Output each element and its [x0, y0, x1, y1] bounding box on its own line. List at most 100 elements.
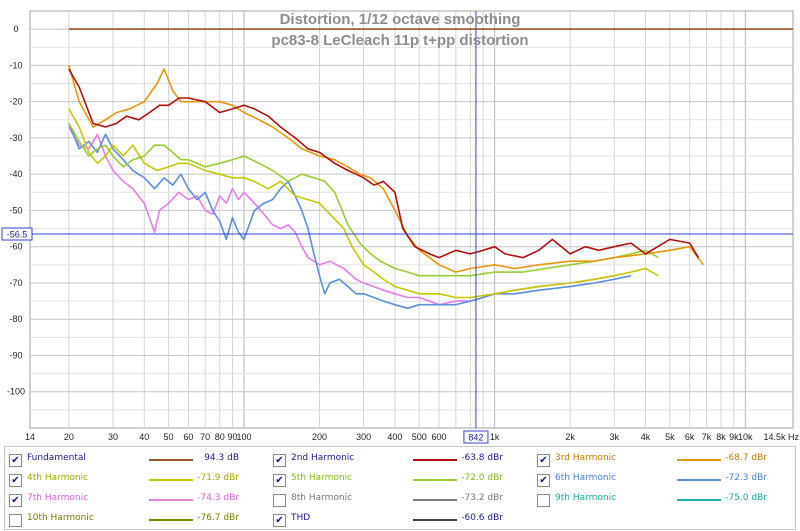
legend-item-thd: ✔ THD -60.6 dBr: [273, 511, 527, 531]
x-tick-label: 90: [228, 432, 238, 442]
legend-color-swatch: [149, 479, 193, 481]
chart-area: 14 20 30 40 50 60 70 80 90 100 200 300 400 500 600 1k 2k…: [1, 10, 800, 444]
legend-item-10th-harmonic: 10th Harmonic -76.7 dBr: [9, 511, 263, 531]
y-tick-label: -50: [9, 205, 22, 215]
legend-item-fundamental: ✔ Fundamental 94.3 dB: [9, 451, 263, 471]
x-tick-label: 3k: [609, 432, 619, 442]
x-tick-label: 7k: [702, 432, 712, 442]
legend-series-name: 6th Harmonic: [555, 473, 617, 483]
legend-series-name: 7th Harmonic: [27, 493, 89, 503]
legend-checkbox[interactable]: ✔: [9, 474, 22, 487]
x-tick-label: 100: [236, 432, 251, 442]
series-line-3rd-harmonic: [68, 65, 704, 273]
legend-checkbox[interactable]: ✔: [9, 454, 22, 467]
y-tick-label: -30: [9, 133, 22, 143]
cursor-x-label-box: [463, 430, 489, 444]
legend-series-name: 5th Harmonic: [291, 473, 353, 483]
legend-checkbox[interactable]: ✔: [273, 514, 286, 527]
legend-color-swatch: [149, 499, 193, 501]
legend-series-value: -74.3 dBr: [197, 493, 239, 503]
x-tick-label: 500: [412, 432, 427, 442]
legend-item-2nd-harmonic: ✔ 2nd Harmonic -63.8 dBr: [273, 451, 527, 471]
legend-series-value: 94.3 dB: [204, 453, 239, 463]
legend-checkbox[interactable]: [537, 494, 550, 507]
series-line-5th-harmonic: [68, 123, 659, 277]
y-tick-label: -90: [9, 350, 22, 360]
x-tick-label: 2k: [565, 432, 575, 442]
legend-series-name: 3rd Harmonic: [555, 453, 617, 463]
legend-color-swatch: [413, 459, 457, 461]
legend-checkbox[interactable]: ✔: [273, 454, 286, 467]
x-tick-label: 50: [164, 432, 174, 442]
legend-item-8th-harmonic: 8th Harmonic -73.2 dBr: [273, 491, 527, 511]
x-tick-label: 30: [108, 432, 118, 442]
legend-series-value: -71.9 dBr: [197, 473, 239, 483]
x-tick-label: 9k: [729, 432, 739, 442]
legend-series-value: -60.6 dBr: [461, 513, 503, 523]
legend-series-value: -72.0 dBr: [461, 473, 503, 483]
x-tick-label: 5k: [665, 432, 675, 442]
y-tick-label: -80: [9, 314, 22, 324]
legend-color-swatch: [677, 499, 721, 501]
y-tick-label: -40: [9, 169, 22, 179]
y-tick-label: -100: [7, 387, 25, 397]
x-tick-label: 70: [200, 432, 210, 442]
legend-series-name: 2nd Harmonic: [291, 453, 355, 463]
y-tick-label: -60: [9, 242, 22, 252]
y-tick-label: 0: [13, 24, 18, 34]
series-lines: [68, 28, 793, 310]
legend-item-4th-harmonic: ✔ 4th Harmonic -71.9 dBr: [9, 471, 263, 491]
x-tick-label: 6k: [685, 432, 695, 442]
x-tick-label: 8k: [716, 432, 726, 442]
y-tick-label: -20: [9, 97, 22, 107]
x-tick-label: 400: [387, 432, 402, 442]
legend-series-value: -72.3 dBr: [725, 473, 767, 483]
x-tick-label: 80: [215, 432, 225, 442]
x-tick-label: 20: [64, 432, 74, 442]
grid-lines: [30, 11, 793, 428]
cursor-y-label: -56.5: [7, 230, 28, 240]
series-line-4th-harmonic: [68, 108, 659, 299]
legend-item-7th-harmonic: ✔ 7th Harmonic -74.3 dBr: [9, 491, 263, 511]
legend-series-name: 10th Harmonic: [27, 513, 94, 523]
legend-panel: ✔ Fundamental 94.3 dB ✔ 2nd Harmonic -63.8 dB…: [4, 446, 796, 530]
legend-item-9th-harmonic: 9th Harmonic -75.0 dBr: [537, 491, 791, 511]
legend-checkbox[interactable]: ✔: [273, 474, 286, 487]
legend-color-swatch: [677, 459, 721, 461]
legend-checkbox[interactable]: [273, 494, 286, 507]
legend-checkbox[interactable]: ✔: [537, 454, 550, 467]
legend-color-swatch: [413, 479, 457, 481]
legend-color-swatch: [677, 479, 721, 481]
x-tick-label: 60: [183, 432, 193, 442]
chart-title: Distortion, 1/12 octave smoothing: [280, 11, 521, 28]
legend-series-value: -73.2 dBr: [461, 493, 503, 503]
x-tick-label: 300: [356, 432, 371, 442]
legend-series-value: -63.8 dBr: [461, 453, 503, 463]
x-tick-label: 4k: [641, 432, 651, 442]
legend-color-swatch: [149, 459, 193, 461]
x-tick-label: 1k: [490, 432, 500, 442]
legend-item-5th-harmonic: ✔ 5th Harmonic -72.0 dBr: [273, 471, 527, 491]
series-line-2nd-harmonic: [68, 68, 700, 259]
legend-series-name: 4th Harmonic: [27, 473, 89, 483]
cursor[interactable]: -56.5 842: [1, 11, 793, 444]
x-tick-label: 10k: [738, 432, 753, 442]
legend-series-value: -75.0 dBr: [725, 493, 767, 503]
x-tick-label: 14: [25, 432, 35, 442]
legend-checkbox[interactable]: ✔: [537, 474, 550, 487]
cursor-y-label-box: [1, 227, 33, 241]
series-line-7th-harmonic: [68, 126, 615, 306]
legend-color-swatch: [149, 519, 193, 521]
y-tick-label: -70: [9, 278, 22, 288]
legend-checkbox[interactable]: ✔: [9, 494, 22, 507]
legend-series-name: 8th Harmonic: [291, 493, 353, 503]
legend-item-3rd-harmonic: ✔ 3rd Harmonic -68.7 dBr: [537, 451, 791, 471]
series-line-6th-harmonic: [68, 123, 632, 310]
x-tick-label: 200: [312, 432, 327, 442]
legend-series-value: -76.7 dBr: [197, 513, 239, 523]
legend-checkbox[interactable]: [9, 514, 22, 527]
legend-series-value: -68.7 dBr: [725, 453, 767, 463]
x-tick-label: 14.5k Hz: [763, 432, 799, 442]
